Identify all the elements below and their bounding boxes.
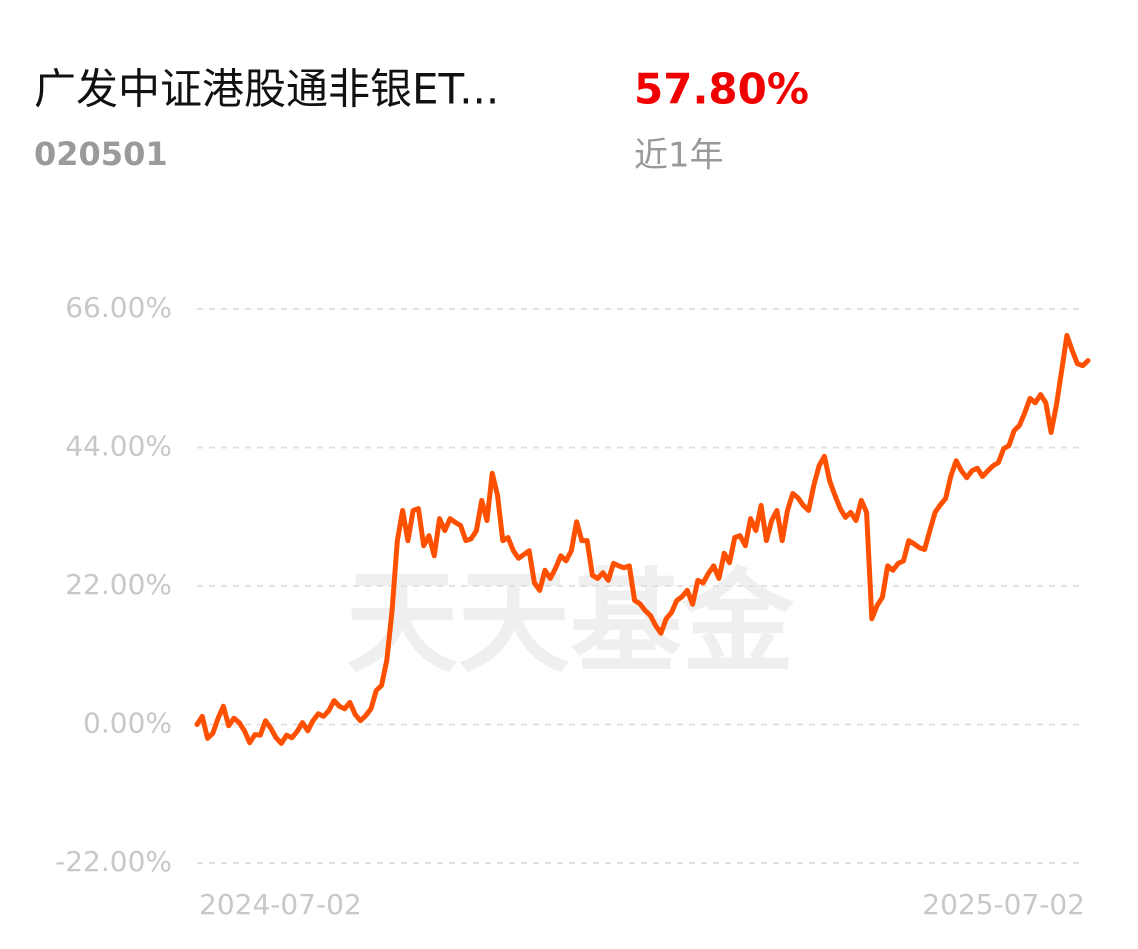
y-tick-label: 22.00% (65, 568, 172, 601)
x-tick-label: 2025-07-02 (922, 888, 1085, 921)
period-label: 近1年 (634, 136, 724, 176)
y-tick-label: 66.00% (65, 291, 172, 324)
line (194, 332, 1091, 746)
y-tick-label: 0.00% (83, 707, 172, 740)
watermark: 天天基金 (346, 558, 795, 688)
fund-code: 020501 (34, 135, 168, 173)
y-tick-label: -22.00% (55, 845, 172, 878)
return-value: 57.80% (634, 65, 809, 114)
fund-title: 广发中证港股通非银ET... (34, 65, 499, 114)
x-tick-label: 2024-07-02 (199, 888, 362, 921)
y-tick-label: 44.00% (65, 430, 172, 463)
